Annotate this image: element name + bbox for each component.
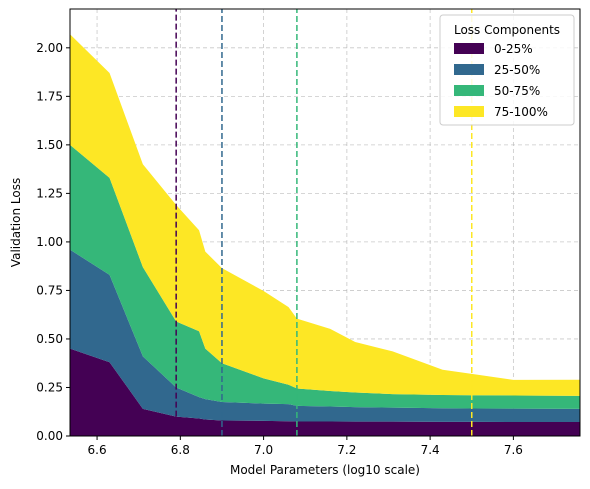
legend-label-1: 0-25% [494,42,533,56]
y-tick-label: 1.25 [36,186,63,200]
y-tick-label: 0.00 [36,429,63,443]
area-series-1 [70,348,580,436]
y-tick-label: 1.00 [36,235,63,249]
legend-swatch-2 [454,64,484,75]
area-layer [70,34,580,436]
x-tick-label: 6.8 [171,443,190,457]
axis-ticks: 6.6 6.8 7.0 7.2 7.4 7.6 0.00 0.25 0.50 0.75 1.00 1.… [36,41,523,457]
x-tick-label: 7.6 [504,443,523,457]
legend-swatch-1 [454,43,484,54]
legend-label-3: 50-75% [494,84,540,98]
legend-title: Loss Components [454,23,560,37]
legend: Loss Components 0-25% 25-50% 50-75% 75-100% [439,14,575,126]
y-axis-title: Validation Loss [9,178,23,267]
y-tick-label: 0.50 [36,332,63,346]
area-series-3 [70,144,580,409]
y-tick-label: 0.75 [36,283,63,297]
y-tick-label: 1.75 [36,89,63,103]
legend-label-4: 75-100% [494,105,548,119]
y-tick-label: 1.50 [36,138,63,152]
plot-frame [69,8,581,437]
y-tick-label: 2.00 [36,41,63,55]
x-tick-label: 7.0 [254,443,273,457]
legend-swatch-3 [454,85,484,96]
legend-box [439,14,575,126]
x-tick-label: 7.4 [421,443,440,457]
x-tick-label: 6.6 [88,443,107,457]
legend-swatch-4 [454,106,484,117]
x-tick-label: 7.2 [337,443,356,457]
x-axis-title: Model Parameters (log10 scale) [230,463,420,477]
legend-label-2: 25-50% [494,63,540,77]
y-tick-label: 0.25 [36,380,63,394]
legend-items: 0-25% 25-50% 50-75% 75-100% [454,42,548,119]
area-series-4 [70,34,580,396]
